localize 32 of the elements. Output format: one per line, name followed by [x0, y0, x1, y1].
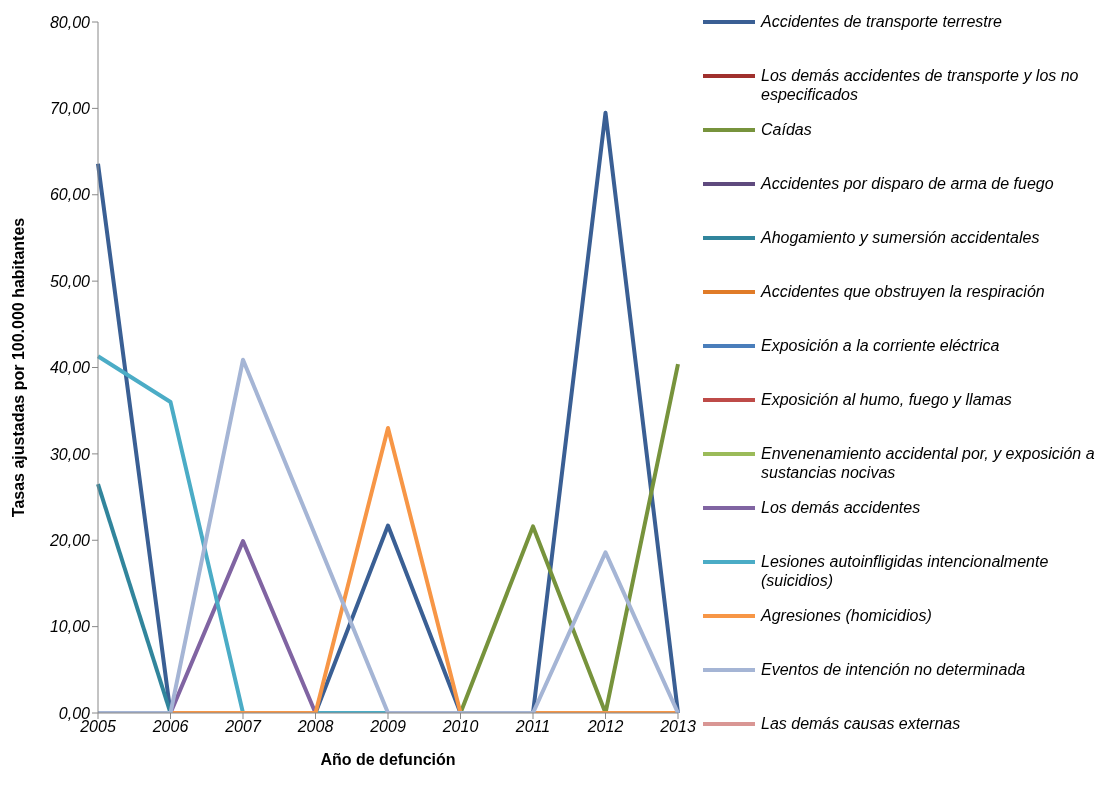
- x-tick-label: 2009: [369, 718, 406, 736]
- legend-label: Accidentes de transporte terrestre: [761, 12, 1003, 31]
- legend-label: Los demás accidentes: [761, 498, 921, 517]
- y-tick-label: 70,00: [49, 100, 91, 118]
- legend-label: Exposición al humo, fuego y llamas: [761, 390, 1012, 409]
- y-tick-label: 30,00: [49, 445, 91, 463]
- y-axis-title: Tasas ajustadas por 100.000 habitantes: [9, 217, 27, 518]
- legend-label: Las demás causas externas: [761, 714, 961, 733]
- x-tick-label: 2013: [659, 718, 696, 736]
- legend-label: Envenenamiento accidental por, y exposición a sustancias nocivas: [761, 444, 1096, 482]
- x-tick-label: 2011: [514, 718, 551, 736]
- legend-label: Ahogamiento y sumersión accidentales: [761, 228, 1040, 247]
- y-tick-label: 20,00: [48, 531, 91, 549]
- legend-label: Accidentes que obstruyen la respiración: [761, 282, 1045, 301]
- legend-label: Caídas: [761, 120, 812, 139]
- y-tick-label: 80,00: [49, 13, 91, 31]
- x-tick-label: 2008: [296, 718, 334, 736]
- y-tick-label: 50,00: [49, 272, 91, 290]
- legend-label: Exposición a la corriente eléctrica: [761, 336, 1000, 355]
- legend-label: Agresiones (homicidios): [761, 606, 932, 625]
- x-tick-label: 2007: [224, 718, 262, 736]
- legend-label: Eventos de intención no determinada: [761, 660, 1026, 679]
- legend-label: Los demás accidentes de transporte y los no especificados: [761, 66, 1080, 104]
- x-tick-label: 2012: [586, 718, 624, 736]
- legend-label: Lesiones autoinfligidas intencionalmente (suicidios): [761, 552, 1050, 590]
- x-tick-label: 2010: [441, 718, 479, 736]
- y-tick-label: 60,00: [49, 186, 91, 204]
- y-tick-label: 10,00: [49, 618, 91, 636]
- x-axis-title: Año de defunción: [320, 751, 456, 768]
- legend-label: Accidentes por disparo de arma de fuego: [761, 174, 1054, 193]
- x-tick-label: 2006: [151, 718, 189, 736]
- y-tick-label: 40,00: [49, 359, 91, 377]
